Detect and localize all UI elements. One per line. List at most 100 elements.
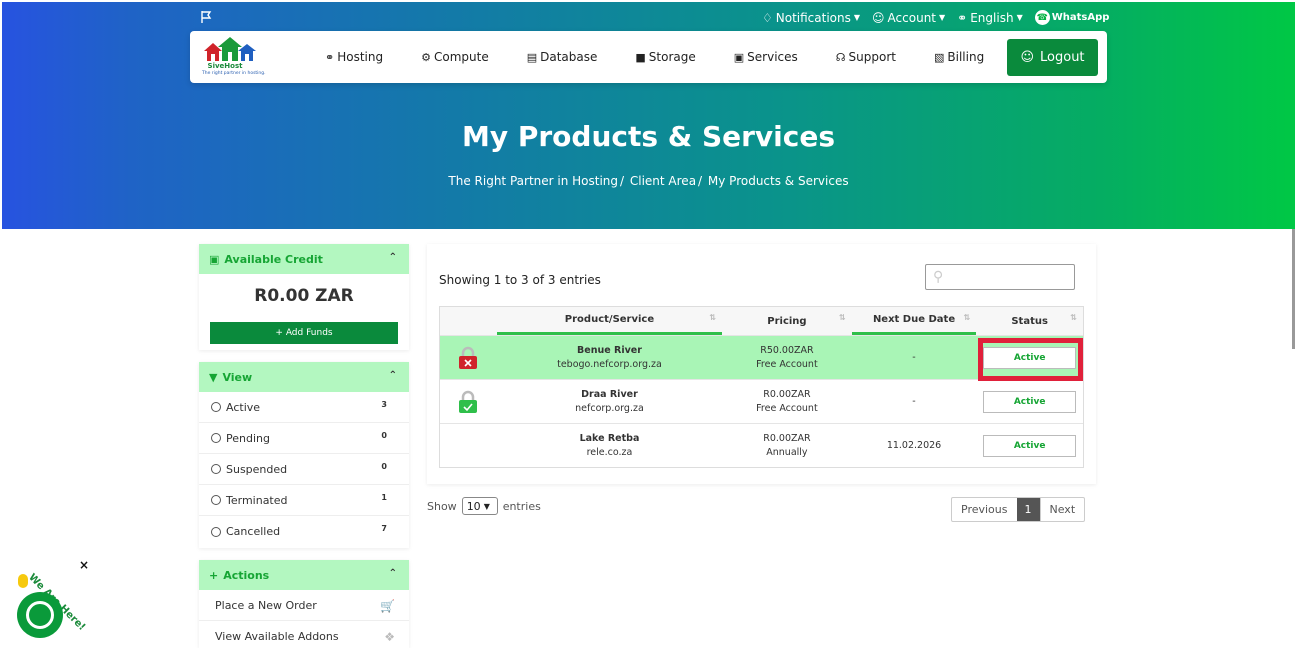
- col-next-due-date[interactable]: Next Due Date ⇅: [851, 307, 977, 335]
- plus-icon: +: [209, 568, 219, 582]
- filter-suspended[interactable]: Suspended 0: [199, 454, 409, 485]
- globe-icon: ⚭: [325, 50, 335, 64]
- view-addons-link[interactable]: View Available Addons ❖: [199, 621, 409, 648]
- product-name: Lake Retba: [579, 432, 640, 444]
- chevron-up-icon[interactable]: ⌃: [388, 370, 397, 381]
- entries-info: Showing 1 to 3 of 3 entries: [439, 273, 601, 287]
- nav-support[interactable]: ☊ Support: [835, 50, 896, 64]
- search-icon: ⚲: [933, 269, 944, 285]
- logout-button[interactable]: ☺ Logout: [1007, 39, 1098, 76]
- sort-icon: ⇅: [839, 313, 846, 322]
- view-panel-header[interactable]: ▼ View ⌃: [199, 362, 409, 392]
- receipt-icon: ▧: [933, 50, 945, 64]
- radio-icon[interactable]: [211, 526, 221, 537]
- radio-icon[interactable]: [211, 495, 221, 505]
- breadcrumb-home[interactable]: The Right Partner in Hosting: [448, 174, 619, 188]
- filter-pending[interactable]: Pending 0: [199, 423, 409, 454]
- filter-active[interactable]: Active 3: [199, 392, 409, 423]
- filter-icon: ▼: [209, 370, 218, 384]
- product-price: R50.00ZAR: [760, 344, 814, 356]
- product-name: Draa River: [581, 388, 638, 400]
- chat-bubble-icon: [26, 601, 54, 629]
- box-icon: ■: [635, 50, 646, 64]
- page-size-control: Show 10 ▼ entries: [427, 497, 541, 515]
- credit-panel: ▣ Available Credit ⌃ R0.00 ZAR + Add Fun…: [199, 244, 409, 350]
- table-header: Product/Service ⇅ Pricing ⇅ Next Due Date ⇅…: [440, 307, 1083, 335]
- billing-cycle: Free Account: [756, 358, 818, 370]
- nav-compute[interactable]: ⚙ Compute: [421, 50, 489, 64]
- page-size-select[interactable]: 10 ▼: [461, 497, 498, 515]
- chevron-up-icon[interactable]: ⌃: [388, 568, 397, 579]
- breadcrumb-client-area[interactable]: Client Area: [629, 174, 697, 188]
- whatsapp-link[interactable]: ☎ WhatsApp: [1034, 10, 1110, 25]
- chevron-down-icon: ▼: [853, 13, 861, 22]
- view-panel: ▼ View ⌃ Active 3 Pending 0 Suspended 0 Ter…: [199, 362, 409, 548]
- database-icon: ▤: [526, 50, 538, 64]
- chat-button[interactable]: [17, 592, 63, 638]
- services-table: Product/Service ⇅ Pricing ⇅ Next Due Date ⇅…: [439, 306, 1084, 468]
- page-1-button[interactable]: 1: [1016, 498, 1040, 521]
- nav-database[interactable]: ▤ Database: [526, 50, 598, 64]
- cart-icon: 🛒: [380, 599, 395, 613]
- sort-icon: ⇅: [963, 313, 971, 322]
- status-badge[interactable]: Active: [983, 390, 1077, 413]
- previous-page-button[interactable]: Previous: [961, 503, 1008, 516]
- sort-icon: ⇅: [709, 313, 717, 322]
- cubes-icon: ❖: [384, 630, 395, 644]
- sivehost-logo[interactable]: SiveHost The right partner in hosting.: [202, 37, 272, 79]
- notifications-menu[interactable]: ♢ Notifications ▼: [762, 10, 861, 25]
- product-price: R0.00ZAR: [763, 388, 811, 400]
- headset-icon: ☊: [835, 50, 846, 64]
- credit-amount: R0.00 ZAR: [254, 286, 354, 306]
- status-badge[interactable]: Active: [983, 346, 1077, 369]
- hero-banner: ♢ Notifications ▼ ☺ Account ▼ ⚭ English …: [2, 2, 1295, 229]
- nav-billing[interactable]: ▧ Billing: [933, 50, 985, 64]
- lock-red-icon: [459, 346, 478, 369]
- nav-hosting[interactable]: ⚭ Hosting: [325, 50, 384, 64]
- product-domain: tebogo.nefcorp.org.za: [557, 358, 662, 370]
- next-due-date: 11.02.2026: [886, 439, 942, 451]
- col-status[interactable]: Status ⇅: [1011, 313, 1077, 327]
- chevron-down-icon: ▼: [939, 13, 946, 22]
- add-funds-button[interactable]: + Add Funds: [210, 322, 398, 344]
- page-title: My Products & Services: [461, 120, 836, 153]
- chevron-up-icon[interactable]: ⌃: [388, 252, 397, 263]
- search-input[interactable]: ⚲: [925, 264, 1075, 290]
- sort-icon: ⇅: [1070, 313, 1077, 322]
- gear-icon: ⚙: [421, 50, 431, 64]
- account-menu[interactable]: ☺ Account ▼: [872, 10, 946, 25]
- nav-services[interactable]: ▣ Services: [733, 50, 798, 64]
- col-pricing[interactable]: Pricing ⇅: [767, 313, 846, 327]
- bell-icon: ♢: [762, 10, 773, 25]
- table-row[interactable]: Lake Retba rele.co.za R0.00ZAR Annually 11…: [440, 423, 1083, 467]
- billing-cycle: Free Account: [756, 402, 818, 414]
- table-row[interactable]: Benue River tebogo.nefcorp.org.za R50.00Z…: [440, 335, 1083, 379]
- radio-icon[interactable]: [211, 402, 221, 412]
- next-due-date: -: [912, 351, 916, 363]
- user-icon: ☺: [872, 10, 885, 25]
- product-domain: nefcorp.org.za: [575, 402, 644, 414]
- top-bar: ♢ Notifications ▼ ☺ Account ▼ ⚭ English …: [2, 10, 1295, 28]
- next-page-button[interactable]: Next: [1039, 498, 1085, 521]
- table-row[interactable]: Draa River nefcorp.org.za R0.00ZAR Free Ac…: [440, 379, 1083, 423]
- close-icon[interactable]: ×: [79, 558, 90, 572]
- place-new-order-link[interactable]: Place a New Order 🛒: [199, 590, 409, 621]
- radio-icon[interactable]: [211, 433, 221, 443]
- flag-icon[interactable]: [200, 10, 212, 24]
- status-badge[interactable]: Active: [983, 434, 1077, 457]
- product-price: R0.00ZAR: [763, 432, 811, 444]
- radio-icon[interactable]: [211, 464, 221, 474]
- nav-storage[interactable]: ■ Storage: [635, 50, 696, 64]
- plus-icon: +: [275, 328, 283, 338]
- credit-panel-header[interactable]: ▣ Available Credit ⌃: [199, 244, 409, 274]
- main-menu: ⚭ Hosting ⚙ Compute ▤ Database ■ Storage ▣ Se…: [325, 31, 1022, 83]
- col-product-service[interactable]: Product/Service ⇅: [496, 307, 723, 335]
- actions-panel-header[interactable]: + Actions ⌃: [199, 560, 409, 590]
- main-navbar: SiveHost The right partner in hosting. ⚭…: [190, 31, 1107, 83]
- filter-cancelled[interactable]: Cancelled 7: [199, 516, 409, 547]
- filter-terminated[interactable]: Terminated 1: [199, 485, 409, 516]
- lock-green-icon: [459, 390, 478, 413]
- scrollbar[interactable]: [1292, 229, 1295, 349]
- language-menu[interactable]: ⚭ English ▼: [957, 10, 1023, 25]
- globe-icon: ⚭: [957, 10, 968, 25]
